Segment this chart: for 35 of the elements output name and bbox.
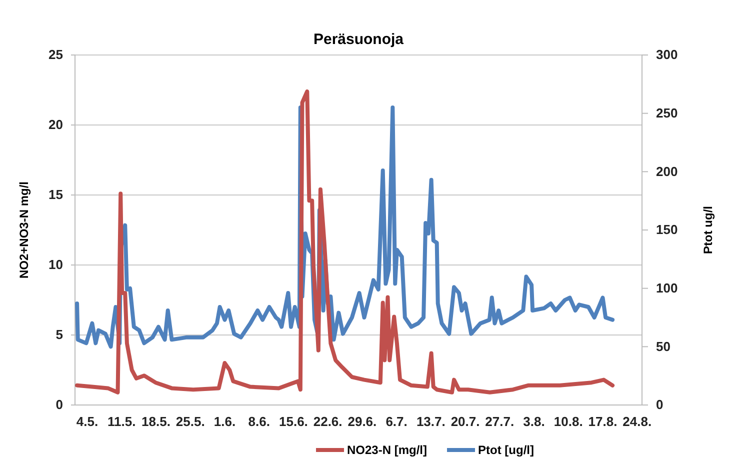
y2-tick-label: 300	[656, 47, 678, 62]
y2-tick-label: 150	[656, 222, 678, 238]
x-tick-label: 22.6.	[313, 414, 342, 430]
x-tick-label: 15.6.	[278, 414, 308, 430]
y-tick-label: 25	[48, 47, 63, 62]
x-tick-label: 20.7.	[450, 414, 480, 430]
y2-tick-label: 200	[656, 164, 678, 179]
legend-label: Ptot [ug/l]	[478, 443, 534, 457]
x-tick-label: 13.7.	[416, 414, 446, 430]
x-tick-label: 4.5.	[76, 414, 98, 430]
x-tick-label: 24.8.	[622, 414, 652, 430]
x-tick-label: 6.7.	[386, 414, 408, 430]
y-tick-label: 0	[56, 397, 63, 412]
y2-tick-label: 0	[656, 397, 664, 412]
chart-title: Peräsuonoja	[313, 31, 404, 48]
y-axis-title: NO2+NO3-N mg/l	[17, 181, 31, 279]
x-tick-label: 25.5.	[176, 414, 205, 430]
x-tick-label: 27.7.	[485, 414, 514, 430]
y2-tick-label: 100	[656, 280, 678, 296]
legend-label: NO23-N [mg/l]	[347, 443, 428, 457]
x-tick-label: 11.5.	[108, 414, 136, 430]
y2-axis-title: Ptot ug/l	[701, 206, 715, 254]
x-tick-label: 1.6.	[214, 414, 236, 430]
y-tick-label: 10	[48, 257, 63, 272]
x-tick-label: 17.8.	[588, 414, 618, 430]
x-tick-label: 10.8.	[554, 414, 583, 430]
y2-tick-label: 50	[656, 338, 670, 354]
x-tick-label: 29.6.	[348, 414, 377, 430]
x-tick-label: 18.5.	[142, 414, 170, 430]
x-tick-label: 3.8.	[523, 414, 545, 430]
y-tick-label: 15	[48, 187, 63, 202]
y2-tick-label: 250	[656, 105, 678, 120]
x-tick-label: 8.6.	[248, 414, 270, 430]
y-tick-label: 20	[48, 117, 63, 132]
y-tick-label: 5	[56, 327, 63, 342]
